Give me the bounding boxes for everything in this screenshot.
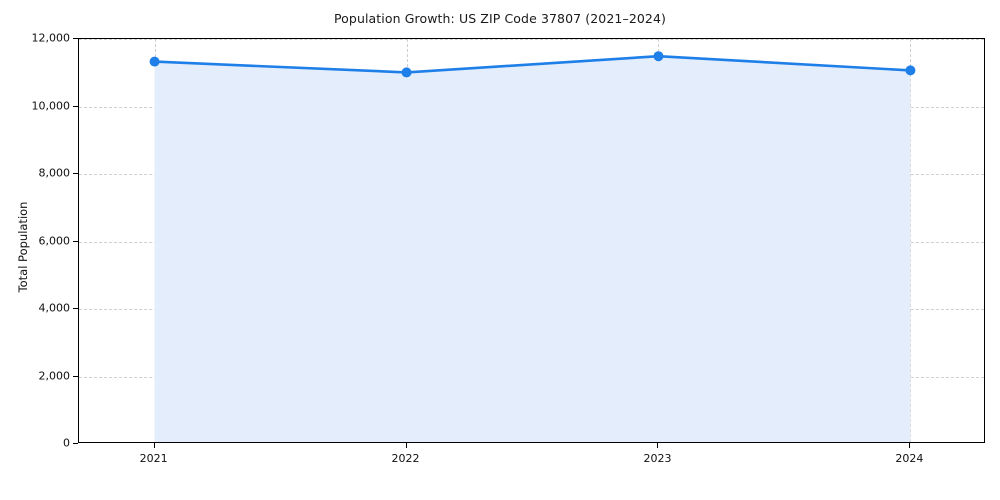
x-axis-tick-label: 2023 bbox=[643, 452, 672, 465]
data-point-marker bbox=[401, 67, 412, 78]
data-point-marker bbox=[149, 56, 160, 67]
chart-title: Population Growth: US ZIP Code 37807 (20… bbox=[333, 11, 667, 26]
data-point-markers bbox=[149, 51, 916, 78]
x-axis-tick-mark bbox=[405, 443, 407, 448]
line-path bbox=[153, 54, 912, 74]
y-axis-tick-label: 10,000 bbox=[31, 99, 71, 112]
y-axis-tick-label: 0 bbox=[63, 436, 70, 450]
y-axis-tick-mark bbox=[73, 38, 78, 39]
x-axis-tick-mark bbox=[909, 443, 911, 448]
y-axis-tick-mark bbox=[73, 105, 78, 107]
y-axis-tick-label: 12,000 bbox=[31, 31, 71, 45]
y-axis-tick-label: 6,000 bbox=[38, 234, 71, 247]
population-series bbox=[149, 51, 916, 442]
area-fill bbox=[154, 56, 911, 442]
x-axis-tick-mark bbox=[657, 443, 659, 448]
x-axis-tick-label: 2021 bbox=[139, 452, 168, 465]
data-point-marker bbox=[905, 65, 916, 76]
y-axis-tick-mark bbox=[73, 240, 78, 242]
plot-area bbox=[78, 38, 985, 443]
y-axis-tick-mark bbox=[73, 173, 78, 174]
y-axis-tick-label: 8,000 bbox=[38, 166, 71, 180]
data-point-marker bbox=[653, 51, 664, 62]
gridline-horizontal bbox=[79, 39, 984, 40]
y-axis-tick-mark bbox=[73, 443, 78, 444]
y-axis-tick-label: 4,000 bbox=[38, 301, 71, 315]
y-axis-tick-label: 2,000 bbox=[38, 369, 71, 382]
x-axis-tick-label: 2024 bbox=[895, 452, 924, 465]
x-axis-tick-mark bbox=[153, 443, 155, 448]
y-axis-label: Total Population bbox=[16, 201, 30, 293]
y-axis-tick-mark bbox=[73, 308, 78, 309]
x-axis-tick-label: 2022 bbox=[391, 452, 420, 465]
y-axis-tick-mark bbox=[73, 375, 78, 377]
gridline-vertical bbox=[910, 39, 912, 442]
